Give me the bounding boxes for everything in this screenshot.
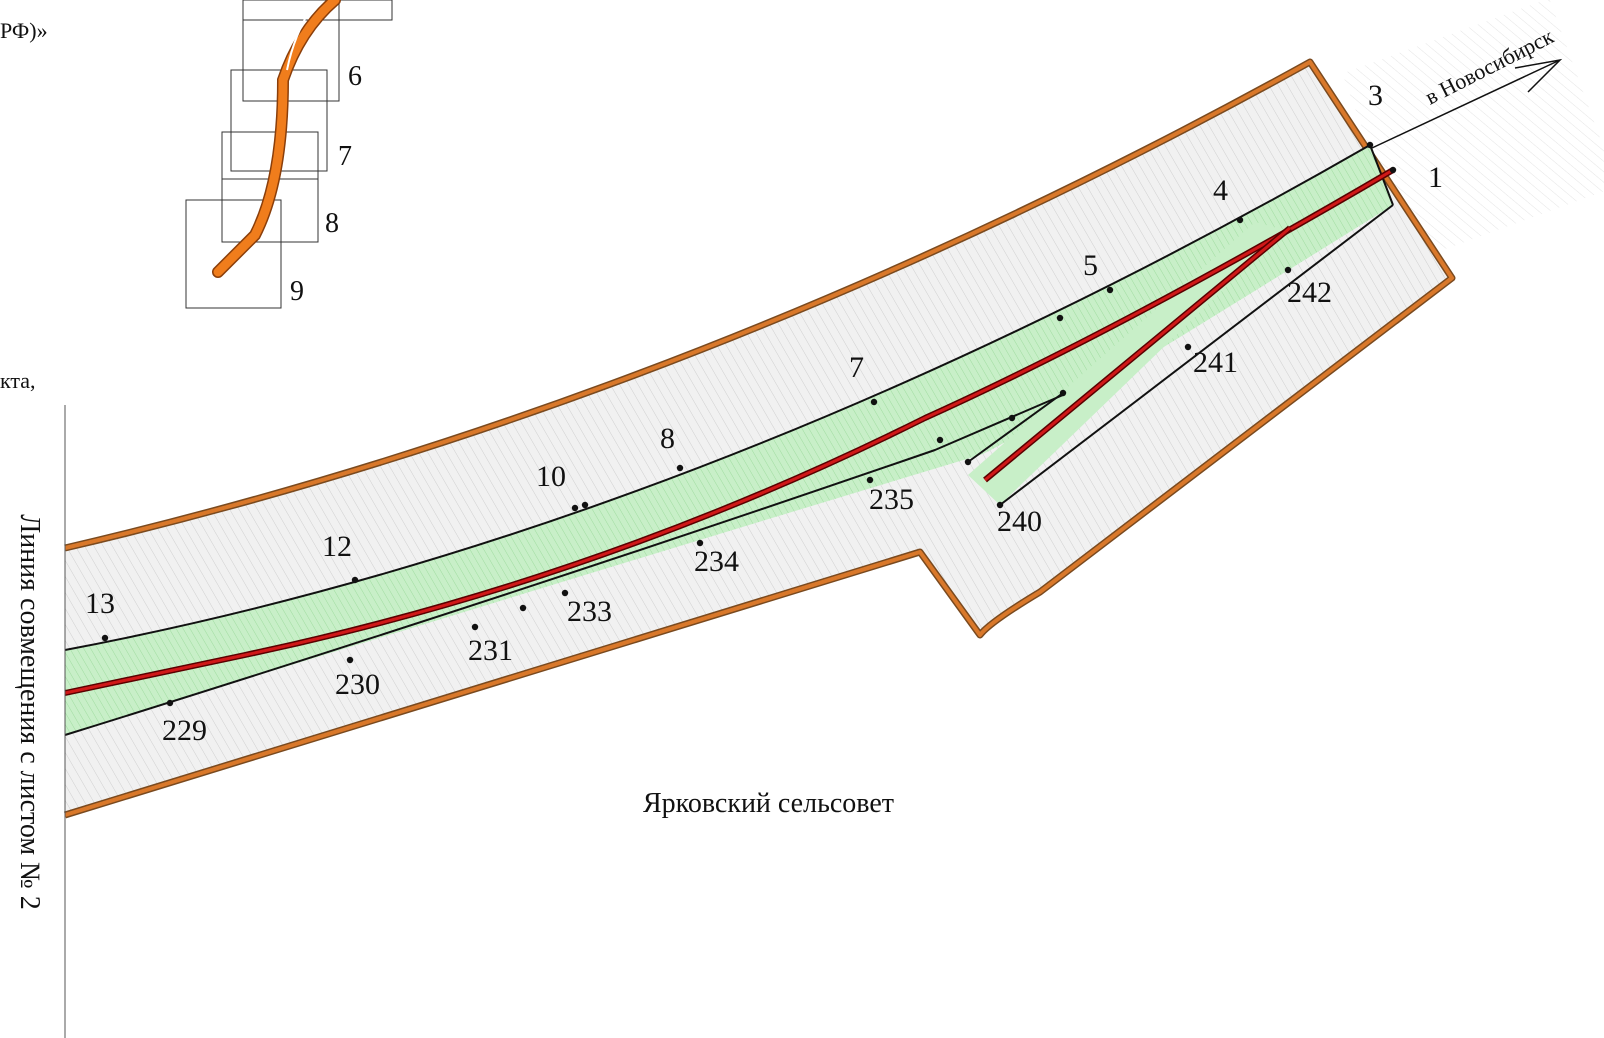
survey-point-marker [1056, 314, 1064, 322]
index-route-fill [213, 0, 340, 277]
survey-point-marker [1236, 216, 1244, 224]
survey-point-marker [676, 464, 684, 472]
survey-point-marker [1366, 141, 1374, 149]
survey-point-marker [101, 634, 109, 642]
survey-point-marker [561, 589, 569, 597]
point-label-241: 241 [1193, 346, 1238, 379]
survey-point-marker [1184, 343, 1192, 351]
survey-point-marker [996, 501, 1004, 509]
point-label-1: 1 [1428, 161, 1443, 194]
point-label-234: 234 [694, 545, 739, 578]
header-fragment-2: кта, [0, 368, 36, 393]
survey-point-marker [351, 576, 359, 584]
survey-point-marker [581, 501, 589, 509]
survey-point-marker [166, 699, 174, 707]
point-label-4: 4 [1213, 174, 1228, 207]
index-sheet-frame-9 [185, 199, 282, 309]
direction-arrow [1371, 58, 1563, 149]
point-label-233: 233 [567, 595, 612, 628]
point-label-5: 5 [1083, 249, 1098, 282]
point-label-13: 13 [85, 587, 115, 620]
point-label-240: 240 [997, 505, 1042, 538]
survey-point-marker [936, 436, 944, 444]
point-label-229: 229 [162, 714, 207, 747]
survey-point-marker [1389, 166, 1397, 174]
boundary-line [64, 60, 1454, 817]
match-line-label: Линия совмещения с листом № 2 [14, 514, 45, 910]
point-label-231: 231 [468, 634, 513, 667]
survey-point-marker [571, 504, 579, 512]
survey-point-marker [1059, 389, 1067, 397]
survey-point-marker [1284, 266, 1292, 274]
point-label-3: 3 [1368, 79, 1383, 112]
point-label-242: 242 [1287, 276, 1332, 309]
survey-point-marker [519, 604, 527, 612]
survey-point-marker [1008, 414, 1016, 422]
header-fragment: РФ)» [0, 18, 48, 43]
index-map: 6 7 8 9 [185, 0, 393, 309]
index-sheet-frame-6a [242, 0, 340, 102]
area-label: Ярковский сельсовет [643, 788, 894, 819]
index-route-gap [286, 4, 314, 71]
strip-edge-south [64, 394, 1064, 736]
survey-point-marker [696, 539, 704, 547]
survey-point-marker [964, 458, 972, 466]
strip-edge-south-east [999, 204, 1394, 506]
branch-edge-inner [967, 392, 1064, 463]
point-markers [101, 141, 1397, 707]
survey-background [1342, 0, 1604, 262]
index-sheet-6: 6 [348, 61, 362, 92]
survey-point-marker [866, 476, 874, 484]
survey-point-marker [1106, 286, 1114, 294]
index-sheet-7: 7 [338, 141, 352, 172]
point-label-10: 10 [536, 460, 566, 493]
survey-point-marker [346, 656, 354, 664]
right-of-way-strip-hatch [65, 145, 1393, 735]
point-label-235: 235 [869, 483, 914, 516]
point-label-7: 7 [849, 351, 864, 384]
point-label-230: 230 [335, 668, 380, 701]
survey-point-marker [471, 623, 479, 631]
index-sheet-9: 9 [290, 276, 304, 307]
survey-point-marker [870, 398, 878, 406]
road-centerline-fill [64, 168, 1394, 695]
branch-centerline-fill [984, 226, 1291, 482]
index-sheet-8: 8 [325, 208, 339, 239]
index-sheet-frame-8 [221, 131, 319, 243]
point-label-8: 8 [660, 422, 675, 455]
point-label-12: 12 [322, 530, 352, 563]
strip-edge-north [64, 144, 1371, 651]
